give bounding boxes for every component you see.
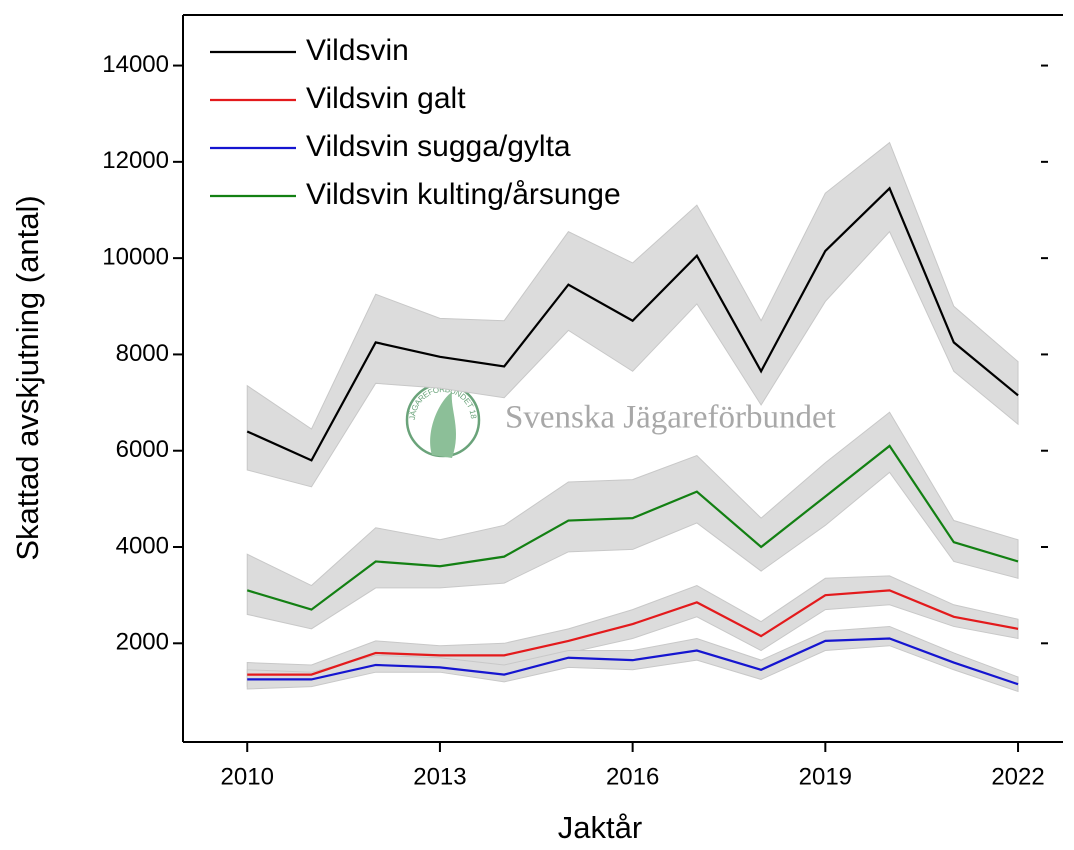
y-tick-label: 8000 [116,340,169,367]
y-tick-label: 10000 [102,243,169,270]
watermark: Svenska Jägareförbundet [505,400,836,436]
series-line [247,637,1019,686]
legend-label: Vildsvin sugga/gylta [306,130,571,163]
series-line [246,444,1019,611]
series-line [246,186,1019,462]
x-tick-label: 2019 [799,763,852,790]
legend-label: Vildsvin galt [306,82,466,115]
y-tick-label: 4000 [116,532,169,559]
confidence-band [246,141,1019,488]
confidence-band [246,625,1019,693]
x-tick-label: 2013 [413,763,466,790]
x-tick-label: 2010 [221,763,274,790]
y-tick-label: 12000 [102,147,169,174]
x-axis-label: Jaktår [558,810,642,845]
y-tick-label: 2000 [116,629,169,656]
y-axis-label: Skattad avskjutning (antal) [10,195,45,560]
series-line [247,589,1019,676]
legend-label: Vildsvin [306,34,409,67]
legend-label: Vildsvin kulting/årsunge [306,178,621,211]
logo-bird [430,392,457,458]
x-tick-label: 2016 [606,763,659,790]
y-tick-label: 6000 [116,436,169,463]
x-tick-label: 2022 [991,763,1044,790]
y-tick-label: 14000 [102,51,169,78]
confidence-band [246,411,1019,630]
